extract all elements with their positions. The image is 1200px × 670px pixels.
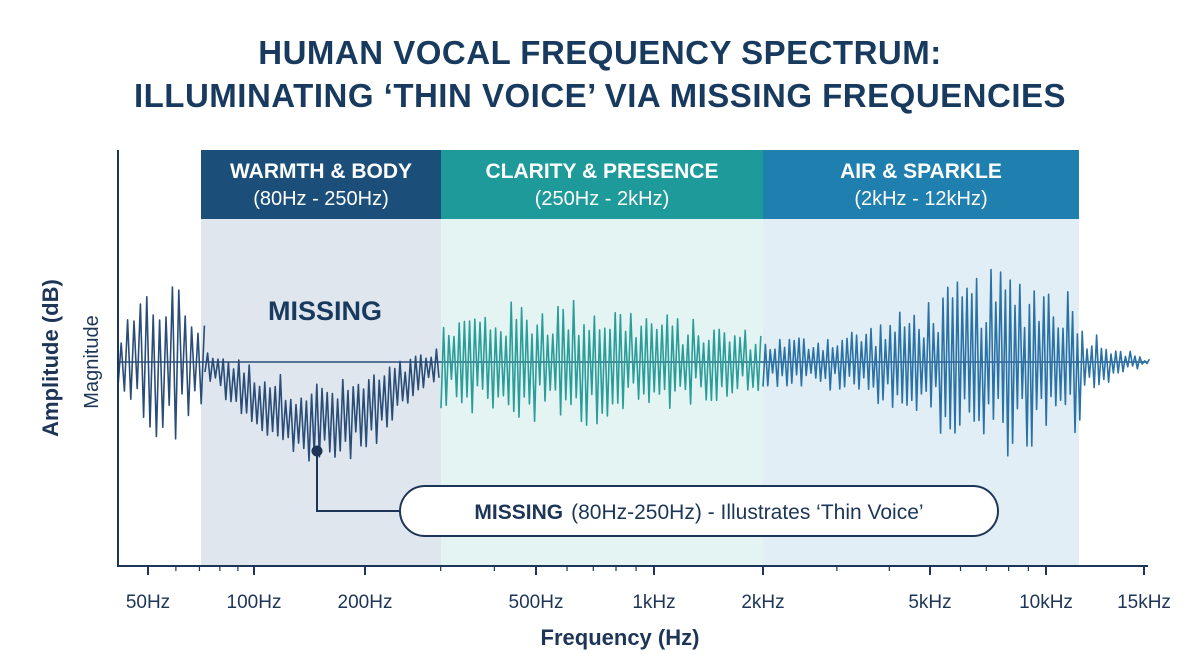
- band-range-2: (250Hz - 2kHz): [535, 188, 669, 210]
- waveform-air-region: [762, 268, 1151, 457]
- band-header-2: [441, 150, 763, 219]
- band-header-3: [763, 150, 1079, 219]
- waveform-clarity-region: [440, 299, 762, 426]
- x-tick-label-1: 100Hz: [227, 592, 282, 613]
- x-axis-ticks: [147, 566, 1145, 575]
- band-header-1: [201, 150, 441, 219]
- band-headers: WARMTH & BODY (80Hz - 250Hz) CLARITY & PRE…: [201, 150, 1079, 219]
- diagram-title-line-1: HUMAN VOCAL FREQUENCY SPECTRUM:: [258, 34, 942, 71]
- callout: MISSING (80Hz-250Hz) - Illustrates ‘Thin …: [311, 445, 999, 537]
- missing-label: MISSING: [268, 296, 382, 326]
- x-tick-label-8: 15kHz: [1117, 592, 1171, 613]
- x-tick-label-3: 500Hz: [509, 592, 564, 613]
- band-range-3: (2kHz - 12kHz): [854, 188, 987, 210]
- diagram-title-line-2: ILLUMINATING ‘THIN VOICE’ VIA MISSING FR…: [133, 77, 1067, 114]
- callout-bold: MISSING: [474, 501, 563, 524]
- band-name-3: AIR & SPARKLE: [840, 160, 1002, 183]
- waveform-missing-region: [204, 348, 440, 462]
- y-axis-sublabel: Magnitude: [81, 315, 103, 408]
- waveform-lead: [117, 286, 206, 440]
- callout-rest: (80Hz-250Hz) - Illustrates ‘Thin Voice’: [571, 501, 923, 524]
- callout-leader-line: [316, 451, 400, 512]
- callout-text: MISSING (80Hz-250Hz) - Illustrates ‘Thin …: [474, 501, 923, 524]
- x-tick-label-6: 5kHz: [908, 592, 951, 613]
- waveform: [117, 268, 1151, 462]
- x-tick-label-4: 1kHz: [632, 592, 675, 613]
- x-axis-label: Frequency (Hz): [541, 625, 700, 650]
- x-tick-label-7: 10kHz: [1019, 592, 1073, 613]
- callout-box: [399, 485, 999, 537]
- band-name-2: CLARITY & PRESENCE: [486, 160, 719, 183]
- x-tick-label-0: 50Hz: [126, 592, 170, 613]
- x-tick-label-2: 200Hz: [338, 592, 393, 613]
- band-name-1: WARMTH & BODY: [230, 160, 412, 183]
- band-range-1: (80Hz - 250Hz): [253, 188, 389, 210]
- y-axis-label: Amplitude (dB): [38, 279, 63, 437]
- x-axis-tick-labels: 50Hz 100Hz 200Hz 500Hz 1kHz 2kHz 5kHz 10kHz 15kH…: [126, 592, 1171, 613]
- x-tick-label-5: 2kHz: [741, 592, 784, 613]
